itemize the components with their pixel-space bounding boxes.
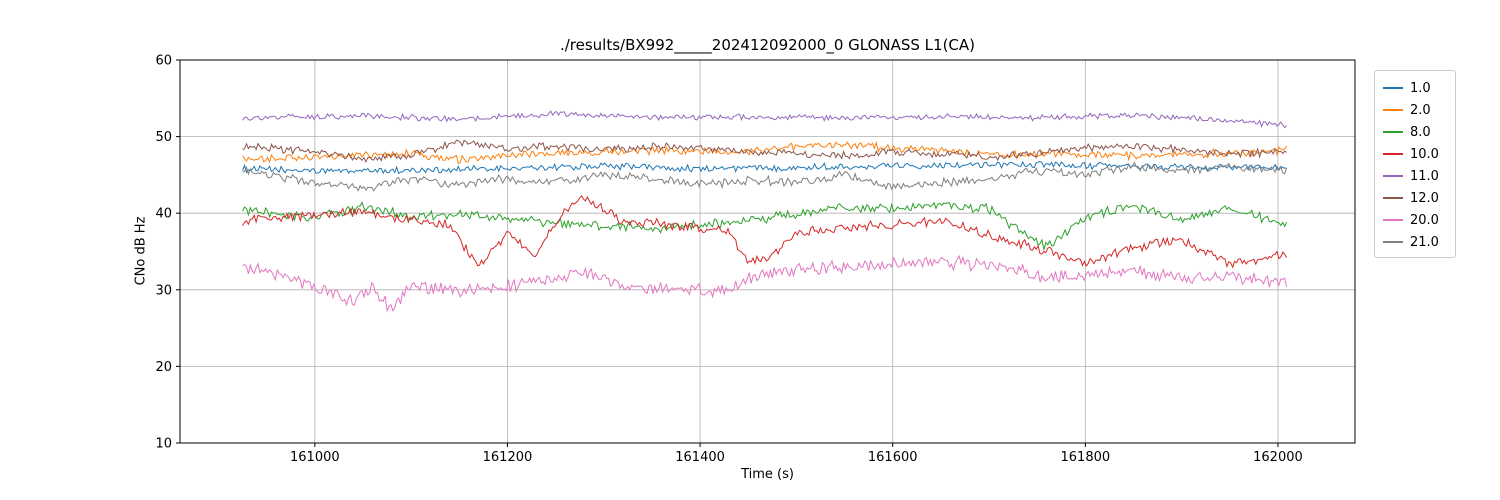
series-line-20.0 [242, 254, 1288, 313]
legend-item-20.0: 20.0 [1383, 209, 1447, 231]
y-tick-label: 30 [155, 283, 172, 298]
y-tick-label: 60 [155, 54, 172, 69]
legend-label: 21.0 [1410, 234, 1439, 250]
series-line-11.0 [242, 110, 1287, 129]
legend-item-8.0: 8.0 [1383, 121, 1447, 143]
legend-item-2.0: 2.0 [1383, 99, 1447, 121]
chart-title: ./results/BX992_____202412092000_0 GLONA… [559, 36, 976, 54]
legend-item-1.0: 1.0 [1383, 77, 1447, 99]
x-axis-label: Time (s) [741, 467, 794, 482]
legend-item-11.0: 11.0 [1383, 165, 1447, 187]
legend-line-sample [1383, 175, 1403, 177]
y-tick-label: 40 [155, 207, 172, 222]
x-tick-label: 161000 [290, 450, 340, 465]
x-tick-label: 162000 [1253, 450, 1303, 465]
legend-label: 12.0 [1410, 190, 1439, 206]
series-line-1.0 [242, 160, 1287, 175]
axes-frame [179, 59, 1356, 444]
x-tick-label: 161600 [868, 450, 918, 465]
y-tick-label: 20 [155, 360, 172, 375]
x-tick-label: 161800 [1061, 450, 1111, 465]
legend-line-sample [1383, 241, 1403, 243]
legend-label: 8.0 [1410, 124, 1431, 140]
legend-item-12.0: 12.0 [1383, 187, 1447, 209]
legend-line-sample [1383, 131, 1403, 133]
legend-line-sample [1383, 87, 1403, 89]
x-tick-label: 161200 [483, 450, 533, 465]
legend-label: 2.0 [1410, 102, 1431, 118]
x-tick-label: 161400 [675, 450, 725, 465]
legend-line-sample [1383, 197, 1403, 199]
legend-label: 10.0 [1410, 146, 1439, 162]
legend-label: 1.0 [1410, 80, 1431, 96]
series-line-2.0 [242, 140, 1288, 165]
series-line-8.0 [242, 201, 1288, 251]
legend-line-sample [1383, 109, 1403, 111]
legend-line-sample [1383, 153, 1403, 155]
series-line-12.0 [242, 139, 1287, 163]
series-line-21.0 [242, 161, 1288, 192]
legend-item-10.0: 10.0 [1383, 143, 1447, 165]
y-tick-label: 10 [155, 437, 172, 452]
legend: 1.0 2.0 8.0 10.0 11.0 12.0 20.0 21.0 [1374, 70, 1456, 258]
legend-item-21.0: 21.0 [1383, 231, 1447, 253]
legend-label: 20.0 [1410, 212, 1439, 228]
y-tick-label: 50 [155, 130, 172, 145]
legend-line-sample [1383, 219, 1403, 221]
legend-label: 11.0 [1410, 168, 1439, 184]
series-line-10.0 [242, 194, 1288, 269]
y-axis-label: CNo dB Hz [133, 216, 149, 286]
